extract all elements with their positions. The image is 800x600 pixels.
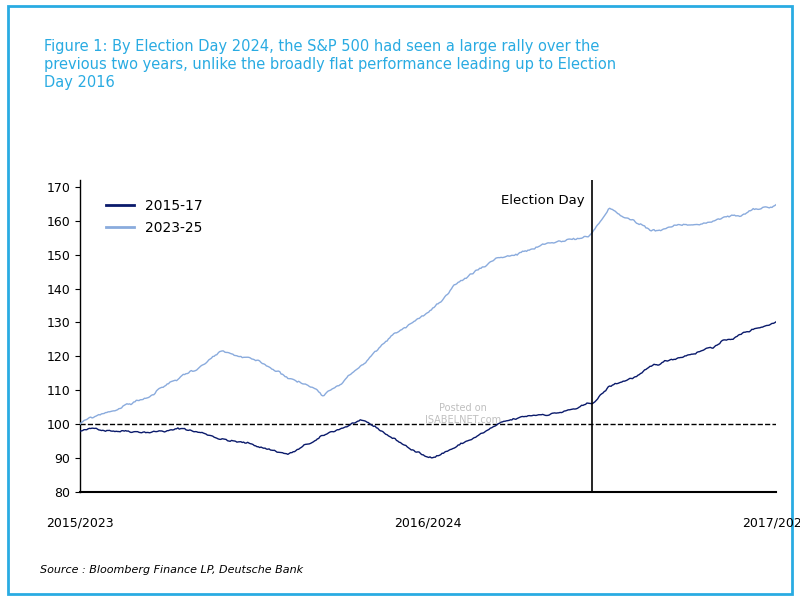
Text: Posted on
ISABELNET.com: Posted on ISABELNET.com [425, 403, 501, 425]
Text: previous two years, unlike the broadly flat performance leading up to Election: previous two years, unlike the broadly f… [44, 57, 616, 72]
Text: Figure 1: By Election Day 2024, the S&P 500 had seen a large rally over the: Figure 1: By Election Day 2024, the S&P … [44, 39, 599, 54]
Text: 2017/2025: 2017/2025 [742, 516, 800, 529]
Text: Election Day: Election Day [501, 194, 585, 206]
Text: Day 2016: Day 2016 [44, 75, 114, 90]
Text: 2016/2024: 2016/2024 [394, 516, 462, 529]
Legend: 2015-17, 2023-25: 2015-17, 2023-25 [101, 193, 209, 241]
Text: 2015/2023: 2015/2023 [46, 516, 114, 529]
Text: Source : Bloomberg Finance LP, Deutsche Bank: Source : Bloomberg Finance LP, Deutsche … [40, 565, 303, 575]
